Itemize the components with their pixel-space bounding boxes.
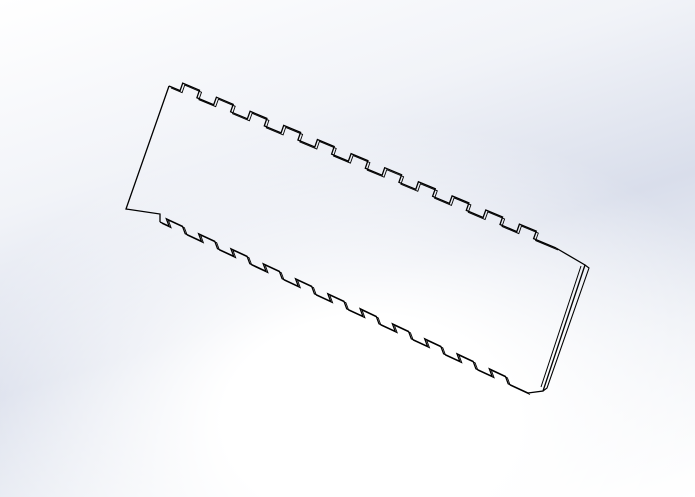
bottom-finger-edge[interactable] xyxy=(159,217,529,394)
right-inner-edge[interactable] xyxy=(540,265,582,388)
top-finger-edge[interactable] xyxy=(168,82,557,249)
right-end-edge[interactable] xyxy=(527,247,586,394)
finger-joint-panel[interactable] xyxy=(125,82,590,395)
bottom-finger-edge-thickness[interactable] xyxy=(161,219,531,395)
right-thickness-edge[interactable] xyxy=(542,264,590,392)
left-end-edge[interactable] xyxy=(125,85,170,222)
top-finger-edge-thickness[interactable] xyxy=(170,84,559,251)
